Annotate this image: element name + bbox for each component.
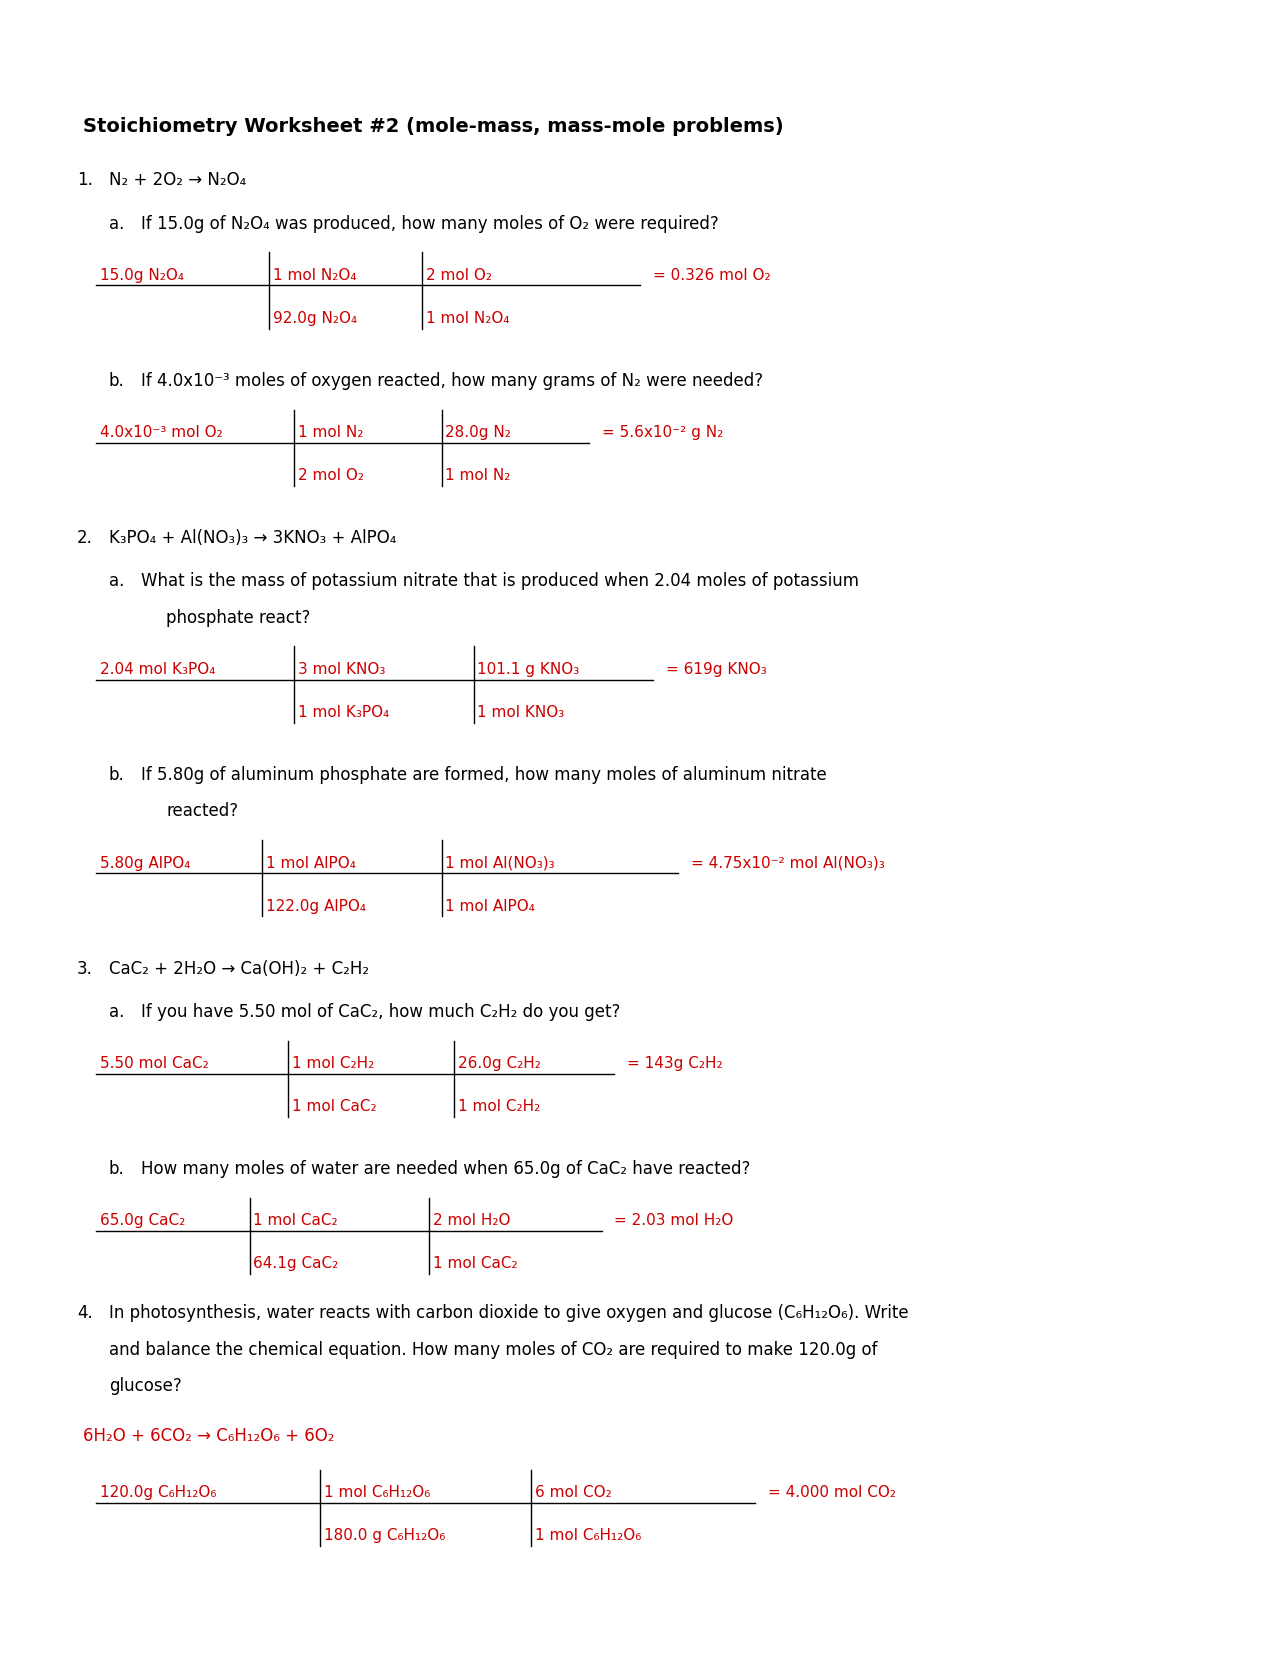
Text: a.: a.	[109, 573, 124, 589]
Text: What is the mass of potassium nitrate that is produced when 2.04 moles of potass: What is the mass of potassium nitrate th…	[141, 573, 859, 589]
Text: 65.0g CaC₂: 65.0g CaC₂	[100, 1213, 186, 1228]
Text: 1 mol AlPO₄: 1 mol AlPO₄	[445, 899, 535, 914]
Text: 5.50 mol CaC₂: 5.50 mol CaC₂	[100, 1056, 209, 1071]
Text: 1 mol C₆H₁₂O₆: 1 mol C₆H₁₂O₆	[535, 1528, 641, 1542]
Text: 180.0 g C₆H₁₂O₆: 180.0 g C₆H₁₂O₆	[324, 1528, 445, 1542]
Text: phosphate react?: phosphate react?	[166, 609, 311, 626]
Text: 1 mol Al(NO₃)₃: 1 mol Al(NO₃)₃	[445, 856, 556, 871]
Text: 120.0g C₆H₁₂O₆: 120.0g C₆H₁₂O₆	[100, 1485, 216, 1499]
Text: b.: b.	[109, 1160, 124, 1177]
Text: 1 mol K₃PO₄: 1 mol K₃PO₄	[298, 705, 389, 720]
Text: In photosynthesis, water reacts with carbon dioxide to give oxygen and glucose (: In photosynthesis, water reacts with car…	[109, 1304, 909, 1321]
Text: 28.0g N₂: 28.0g N₂	[445, 425, 511, 440]
Text: 2.: 2.	[77, 530, 92, 546]
Text: = 0.326 mol O₂: = 0.326 mol O₂	[653, 268, 771, 283]
Text: CaC₂ + 2H₂O → Ca(OH)₂ + C₂H₂: CaC₂ + 2H₂O → Ca(OH)₂ + C₂H₂	[109, 960, 369, 976]
Text: 1 mol KNO₃: 1 mol KNO₃	[477, 705, 564, 720]
Text: 64.1g CaC₂: 64.1g CaC₂	[253, 1256, 339, 1271]
Text: If 5.80g of aluminum phosphate are formed, how many moles of aluminum nitrate: If 5.80g of aluminum phosphate are forme…	[141, 766, 827, 783]
Text: 101.1 g KNO₃: 101.1 g KNO₃	[477, 662, 580, 677]
Text: 1 mol C₆H₁₂O₆: 1 mol C₆H₁₂O₆	[324, 1485, 430, 1499]
Text: 3 mol KNO₃: 3 mol KNO₃	[298, 662, 385, 677]
Text: b.: b.	[109, 766, 124, 783]
Text: 1 mol AlPO₄: 1 mol AlPO₄	[266, 856, 356, 871]
Text: 1 mol CaC₂: 1 mol CaC₂	[292, 1099, 376, 1114]
Text: 2 mol O₂: 2 mol O₂	[426, 268, 493, 283]
Text: 92.0g N₂O₄: 92.0g N₂O₄	[273, 311, 357, 326]
Text: 3.: 3.	[77, 960, 92, 976]
Text: 1 mol N₂O₄: 1 mol N₂O₄	[273, 268, 356, 283]
Text: N₂ + 2O₂ → N₂O₄: N₂ + 2O₂ → N₂O₄	[109, 172, 246, 189]
Text: 2 mol O₂: 2 mol O₂	[298, 468, 365, 483]
Text: 1 mol CaC₂: 1 mol CaC₂	[433, 1256, 517, 1271]
Text: 6 mol CO₂: 6 mol CO₂	[535, 1485, 612, 1499]
Text: How many moles of water are needed when 65.0g of CaC₂ have reacted?: How many moles of water are needed when …	[141, 1160, 750, 1177]
Text: If 15.0g of N₂O₄ was produced, how many moles of O₂ were required?: If 15.0g of N₂O₄ was produced, how many …	[141, 215, 718, 232]
Text: 5.80g AlPO₄: 5.80g AlPO₄	[100, 856, 191, 871]
Text: If you have 5.50 mol of CaC₂, how much C₂H₂ do you get?: If you have 5.50 mol of CaC₂, how much C…	[141, 1003, 621, 1019]
Text: a.: a.	[109, 215, 124, 232]
Text: = 4.000 mol CO₂: = 4.000 mol CO₂	[768, 1485, 896, 1499]
Text: = 2.03 mol H₂O: = 2.03 mol H₂O	[614, 1213, 733, 1228]
Text: = 5.6x10⁻² g N₂: = 5.6x10⁻² g N₂	[602, 425, 723, 440]
Text: 1 mol C₂H₂: 1 mol C₂H₂	[292, 1056, 374, 1071]
Text: 4.0x10⁻³ mol O₂: 4.0x10⁻³ mol O₂	[100, 425, 223, 440]
Text: 4.: 4.	[77, 1304, 92, 1321]
Text: 6H₂O + 6CO₂ → C₆H₁₂O₆ + 6O₂: 6H₂O + 6CO₂ → C₆H₁₂O₆ + 6O₂	[83, 1427, 334, 1443]
Text: K₃PO₄ + Al(NO₃)₃ → 3KNO₃ + AlPO₄: K₃PO₄ + Al(NO₃)₃ → 3KNO₃ + AlPO₄	[109, 530, 397, 546]
Text: 15.0g N₂O₄: 15.0g N₂O₄	[100, 268, 184, 283]
Text: 1 mol C₂H₂: 1 mol C₂H₂	[458, 1099, 540, 1114]
Text: 26.0g C₂H₂: 26.0g C₂H₂	[458, 1056, 541, 1071]
Text: 1 mol N₂O₄: 1 mol N₂O₄	[426, 311, 509, 326]
Text: = 143g C₂H₂: = 143g C₂H₂	[627, 1056, 723, 1071]
Text: If 4.0x10⁻³ moles of oxygen reacted, how many grams of N₂ were needed?: If 4.0x10⁻³ moles of oxygen reacted, how…	[141, 372, 763, 389]
Text: 2.04 mol K₃PO₄: 2.04 mol K₃PO₄	[100, 662, 215, 677]
Text: 2 mol H₂O: 2 mol H₂O	[433, 1213, 511, 1228]
Text: b.: b.	[109, 372, 124, 389]
Text: 122.0g AlPO₄: 122.0g AlPO₄	[266, 899, 366, 914]
Text: Stoichiometry Worksheet #2 (mole-mass, mass-mole problems): Stoichiometry Worksheet #2 (mole-mass, m…	[83, 118, 783, 136]
Text: 1 mol CaC₂: 1 mol CaC₂	[253, 1213, 338, 1228]
Text: reacted?: reacted?	[166, 803, 238, 819]
Text: a.: a.	[109, 1003, 124, 1019]
Text: 1.: 1.	[77, 172, 92, 189]
Text: and balance the chemical equation. How many moles of CO₂ are required to make 12: and balance the chemical equation. How m…	[109, 1341, 877, 1357]
Text: 1 mol N₂: 1 mol N₂	[298, 425, 364, 440]
Text: = 619g KNO₃: = 619g KNO₃	[666, 662, 767, 677]
Text: 1 mol N₂: 1 mol N₂	[445, 468, 511, 483]
Text: glucose?: glucose?	[109, 1377, 182, 1394]
Text: = 4.75x10⁻² mol Al(NO₃)₃: = 4.75x10⁻² mol Al(NO₃)₃	[691, 856, 884, 871]
